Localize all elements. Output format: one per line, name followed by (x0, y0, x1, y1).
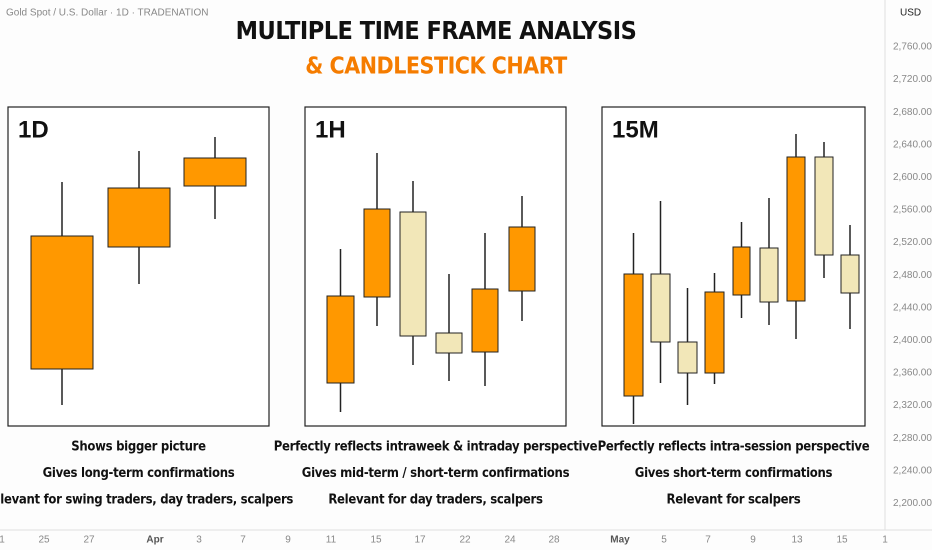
price-label: 2,600.00 (893, 172, 932, 183)
date-label: 13 (791, 535, 803, 546)
price-label: 2,760.00 (893, 42, 932, 53)
price-label: 2,680.00 (893, 107, 932, 118)
candle-body (759, 247, 779, 303)
candle-body (508, 226, 536, 292)
panel-label: 15M (612, 116, 659, 143)
date-label: 24 (504, 535, 516, 546)
price-label: 2,200.00 (893, 498, 932, 509)
candle-body (363, 208, 391, 298)
panel-label: 1D (18, 116, 49, 143)
date-label: 11 (326, 535, 337, 546)
candle-body (677, 341, 698, 374)
date-label: 7 (240, 535, 246, 546)
date-label: 5 (661, 535, 667, 546)
date-label: 3 (196, 535, 202, 546)
price-label: 2,280.00 (893, 433, 932, 444)
caption: Shows bigger picture (71, 440, 206, 455)
candle-body (732, 246, 751, 296)
price-label: 2,560.00 (893, 205, 932, 216)
date-label: 17 (414, 535, 426, 546)
caption: Gives long-term confirmations (43, 466, 235, 481)
date-label: 9 (750, 535, 756, 546)
price-label: 2,640.00 (893, 139, 932, 150)
price-label: 2,520.00 (893, 237, 932, 248)
date-label: 22 (459, 535, 471, 546)
caption: Relevant for scalpers (667, 493, 801, 508)
date-label: 9 (285, 535, 291, 546)
candle-body (107, 187, 171, 248)
price-label: 2,480.00 (893, 270, 932, 281)
subtitle: & CANDLESTICK CHART (305, 54, 567, 80)
panel-label: 1H (315, 116, 346, 143)
caption: Perfectly reflects intra-session perspec… (598, 440, 870, 455)
date-label: May (610, 535, 630, 546)
date-label: 7 (705, 535, 711, 546)
date-label: 28 (548, 535, 560, 546)
price-label: 2,360.00 (893, 368, 932, 379)
caption: Relevant for day traders, scalpers (328, 493, 543, 508)
candle-body (326, 295, 355, 384)
candle-body (786, 156, 806, 302)
date-label: 1 (0, 535, 5, 546)
candle-body (704, 291, 725, 374)
candle-body (30, 235, 94, 370)
caption: Relevant for swing traders, day traders,… (0, 493, 293, 508)
currency: USD (900, 8, 921, 19)
price-label: 2,400.00 (893, 335, 932, 346)
price-label: 2,320.00 (893, 400, 932, 411)
date-label: Apr (146, 535, 163, 546)
candle-body (435, 332, 463, 354)
caption: Gives short-term confirmations (635, 466, 833, 481)
candle-body (650, 273, 671, 343)
candle-body (814, 156, 834, 256)
candle-body (183, 157, 247, 187)
price-label: 2,720.00 (893, 74, 932, 85)
date-label: 1 (882, 535, 888, 546)
price-label: 2,240.00 (893, 465, 932, 476)
symbol: Gold Spot / U.S. Dollar · 1D · TRADENATI… (6, 8, 208, 19)
title: MULTIPLE TIME FRAME ANALYSIS (236, 16, 637, 45)
candle-body (471, 288, 499, 353)
date-label: 25 (38, 535, 50, 546)
date-label: 15 (370, 535, 382, 546)
price-label: 2,440.00 (893, 302, 932, 313)
caption: Perfectly reflects intraweek & intraday … (274, 440, 598, 455)
candle-body (623, 273, 644, 397)
candle-body (399, 211, 427, 337)
candle-body (840, 254, 860, 294)
date-label: 15 (836, 535, 848, 546)
date-label: 27 (83, 535, 95, 546)
caption: Gives mid-term / short-term confirmation… (302, 466, 570, 481)
